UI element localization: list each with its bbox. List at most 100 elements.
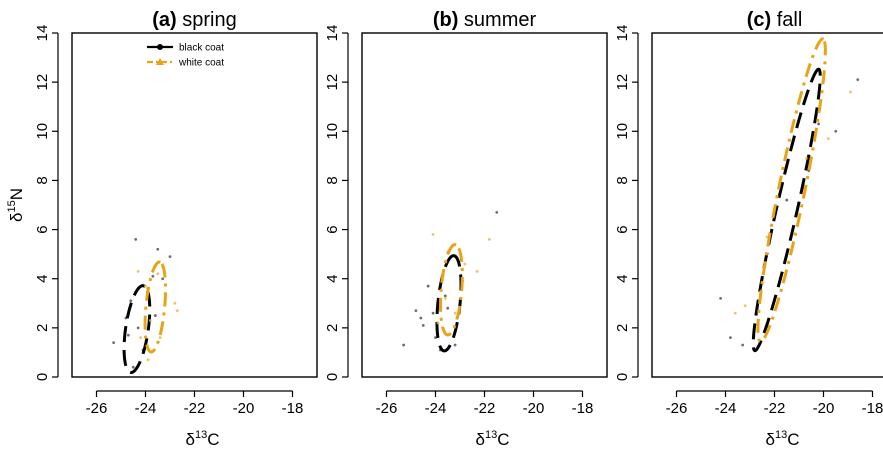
x-tick-label: -20	[233, 400, 255, 417]
plot-area	[402, 210, 499, 353]
panel-spring: 0 2 4 6 8 10 12 14 -26 -24 -22 -20 -18 δ13C δ15N (a) sp…	[6, 9, 318, 449]
y-tick-label: 8	[324, 176, 341, 184]
y-tick-label: 14	[324, 25, 341, 42]
y-tick-label: 4	[324, 275, 341, 283]
data-point-white-coat	[173, 301, 177, 305]
data-point-black-coat	[153, 314, 157, 317]
data-point-black-coat	[434, 336, 437, 340]
x-tick-label: -20	[813, 400, 835, 417]
data-point-white-coat	[146, 358, 150, 362]
data-point-black-coat	[729, 336, 732, 340]
data-point-white-coat	[488, 238, 491, 241]
y-tick-label: 0	[34, 373, 51, 381]
x-tick-label: -24	[135, 400, 157, 417]
data-point-black-coat	[168, 255, 172, 258]
y-tick-label: 8	[614, 176, 631, 184]
plot-frame	[651, 32, 883, 378]
data-point-black-coat	[414, 309, 418, 313]
y-tick-label: 2	[324, 324, 341, 332]
y-axis-label: δ15N	[6, 188, 26, 222]
x-axis-label: δ13C	[186, 429, 220, 449]
panel-title-text: spring	[182, 9, 236, 31]
ellipse-white-coat	[143, 260, 168, 354]
data-point-black-coat	[719, 296, 722, 300]
data-point-white-coat	[175, 309, 179, 313]
y-tick-label: 6	[34, 225, 51, 233]
data-point-white-coat	[436, 321, 440, 325]
data-point-black-coat	[156, 247, 160, 251]
data-point-black-coat	[431, 311, 435, 315]
panel-tag: (b)	[433, 9, 464, 31]
y-tick-label: 2	[614, 324, 631, 332]
legend-marker-circle	[157, 44, 163, 50]
data-point-black-coat	[834, 129, 838, 133]
x-tick-label: -18	[572, 400, 594, 417]
data-point-black-coat	[453, 343, 457, 347]
data-point-black-coat	[134, 238, 138, 241]
data-point-white-coat	[431, 233, 435, 236]
y-tick-label: 0	[614, 373, 631, 381]
legend-label: black coat	[179, 43, 224, 54]
x-axis-label: δ13C	[476, 429, 510, 449]
ellipse-white-coat	[439, 243, 464, 337]
y-tick-label: 12	[614, 74, 631, 91]
y-tick-label: 12	[324, 74, 341, 91]
ellipse-black-coat	[122, 284, 152, 375]
plot-area	[719, 37, 860, 353]
x-tick-label: -20	[523, 400, 545, 417]
y-tick-label: 6	[324, 225, 341, 233]
x-tick-label: -24	[715, 400, 737, 417]
data-point-white-coat	[443, 296, 447, 300]
data-point-black-coat	[112, 341, 116, 344]
panel-title: (b) summer	[433, 9, 537, 31]
panel-fall: 0 2 4 6 8 10 12 14 -26 -24 -22 -20 -18 δ13C (c) fall	[614, 9, 883, 449]
y-tick-label: 12	[34, 74, 51, 91]
data-point-black-coat	[421, 324, 425, 327]
x-tick-label: -22	[764, 400, 786, 417]
panel-title-text: summer	[464, 9, 537, 31]
data-point-black-coat	[856, 78, 860, 82]
data-point-white-coat	[733, 311, 737, 315]
x-tick-label: -22	[184, 400, 206, 417]
data-point-black-coat	[126, 333, 130, 337]
ellipse-black-coat	[751, 67, 822, 353]
data-point-black-coat	[817, 122, 820, 126]
data-point-black-coat	[443, 294, 447, 298]
y-tick-label: 10	[324, 123, 341, 140]
data-point-white-coat	[149, 319, 152, 322]
panel-title: (a) spring	[152, 9, 236, 31]
y-tick-label: 14	[34, 25, 51, 42]
x-tick-label: -26	[666, 400, 688, 417]
data-point-black-coat	[161, 277, 165, 281]
y-tick-label: 6	[614, 225, 631, 233]
data-point-black-coat	[446, 306, 450, 310]
y-tick-label: 4	[614, 275, 631, 283]
data-point-black-coat	[131, 365, 135, 369]
x-tick-label: -18	[862, 400, 883, 417]
legend-marker-triangle	[156, 58, 164, 65]
data-point-black-coat	[419, 316, 423, 320]
data-point-white-coat	[144, 284, 147, 288]
y-tick-label: 8	[34, 176, 51, 184]
data-point-black-coat	[426, 284, 430, 288]
data-point-black-coat	[136, 326, 140, 330]
panel-title-text: fall	[777, 9, 803, 31]
data-point-white-coat	[827, 137, 830, 141]
x-tick-label: -26	[86, 400, 108, 417]
data-point-black-coat	[741, 343, 745, 347]
legend-label: white coat	[178, 58, 224, 69]
data-point-black-coat	[129, 299, 133, 303]
data-point-white-coat	[849, 90, 852, 94]
x-tick-label: -22	[474, 400, 496, 417]
data-point-white-coat	[804, 156, 808, 160]
data-point-white-coat	[158, 336, 162, 340]
y-tick-label: 10	[614, 123, 631, 140]
panel-tag: (a)	[152, 9, 182, 31]
ellipse-white-coat	[756, 37, 827, 344]
y-tick-label: 2	[34, 324, 51, 332]
y-tick-label: 14	[614, 25, 631, 42]
x-tick-label: -26	[376, 400, 398, 417]
data-point-white-coat	[139, 336, 143, 340]
data-point-white-coat	[136, 269, 140, 273]
